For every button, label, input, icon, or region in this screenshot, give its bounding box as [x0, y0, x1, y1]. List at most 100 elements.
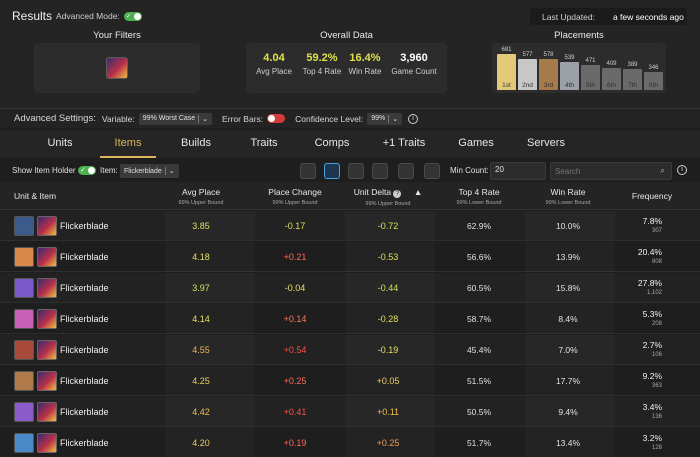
flickerblade-item-icon[interactable]: [37, 402, 57, 422]
tab-traits[interactable]: Traits: [250, 137, 278, 149]
flickerblade-item-icon[interactable]: [37, 216, 57, 236]
win-rate-value: 9.4%: [558, 407, 578, 417]
stat-game-count: 3,960 Game Count: [386, 52, 442, 76]
item-type-filter-6[interactable]: [424, 163, 440, 179]
item-type-filter-3[interactable]: [348, 163, 364, 179]
sort-ascending-icon[interactable]: ▲: [413, 187, 423, 197]
unit-portrait-icon[interactable]: [14, 216, 34, 236]
col-subtitle: 99% Lower Bound: [456, 200, 502, 206]
tab-items[interactable]: Items: [100, 130, 156, 158]
item-label: Item:: [100, 166, 118, 175]
table-row[interactable]: Flickerblade 3.85 -0.17 -0.72 62.9% 10.0% 7.8%…: [0, 211, 700, 241]
win-rate-value: 13.9%: [555, 252, 581, 262]
flickerblade-item-icon[interactable]: [106, 57, 128, 79]
frequency-count: 208: [651, 321, 662, 327]
show-item-holder-toggle[interactable]: ✓: [78, 166, 96, 175]
table-row[interactable]: Flickerblade 4.20 +0.19 +0.25 51.7% 13.4% 3.2%…: [0, 428, 700, 457]
item-type-filter-4[interactable]: [372, 163, 388, 179]
table-row[interactable]: Flickerblade 4.14 +0.14 -0.28 58.7% 8.4% 5.3% 2…: [0, 304, 700, 334]
tab-servers[interactable]: Servers: [527, 137, 565, 149]
table-row[interactable]: Flickerblade 3.97 -0.04 -0.44 60.5% 15.8% 27.8…: [0, 273, 700, 303]
item-select[interactable]: Flickerblade ⌄: [120, 164, 179, 178]
placement-bar-2nd: [518, 59, 537, 90]
advanced-mode-label: Advanced Mode:: [56, 11, 120, 21]
unit-portrait-icon[interactable]: [14, 402, 34, 422]
placement-bar-1st: [497, 54, 516, 90]
placement-count: 389: [627, 62, 638, 68]
col-avg-place[interactable]: Avg Place 99% Upper Bound: [165, 187, 237, 206]
col-win-rate[interactable]: Win Rate 99% Lower Bound: [528, 187, 608, 206]
stat-label: Avg Place: [256, 67, 292, 76]
min-count-input[interactable]: 20: [490, 162, 546, 180]
confidence-select[interactable]: 99% ⌄: [367, 112, 403, 125]
tab-games[interactable]: Games: [458, 137, 494, 149]
stat-avg-place: 4.04 Avg Place: [252, 52, 296, 76]
col-place-change[interactable]: Place Change 99% Upper Bound: [250, 187, 340, 206]
item-name: Flickerblade: [60, 314, 109, 324]
placement-count: 346: [648, 65, 659, 71]
col-frequency[interactable]: Frequency: [622, 191, 682, 201]
stat-label: Win Rate: [348, 67, 382, 76]
filters-title: Your Filters: [93, 30, 141, 41]
placement-bar-3rd: [539, 59, 558, 90]
table-row[interactable]: Flickerblade 4.42 +0.41 +0.11 50.5% 9.4% 3.4% 1…: [0, 397, 700, 427]
flickerblade-item-icon[interactable]: [37, 278, 57, 298]
frequency-count: 808: [651, 259, 662, 265]
flickerblade-item-icon[interactable]: [37, 433, 57, 453]
avg-place-value: 4.42: [192, 407, 210, 417]
info-icon[interactable]: i: [677, 165, 687, 175]
tab-bar: Units Items Builds Traits Comps +1 Trait…: [0, 130, 700, 158]
flickerblade-item-icon[interactable]: [37, 340, 57, 360]
avg-place-value: 4.25: [192, 376, 210, 386]
error-bars-toggle[interactable]: [267, 114, 286, 123]
stat-value: 3,960: [400, 52, 428, 64]
col-unit-item[interactable]: Unit & Item: [14, 191, 94, 201]
item-type-filter-2[interactable]: [324, 163, 340, 179]
unit-portrait-icon[interactable]: [14, 309, 34, 329]
tab-comps[interactable]: Comps: [314, 137, 350, 149]
stat-label: Game Count: [391, 67, 437, 76]
search-input[interactable]: [550, 162, 672, 180]
top4-rate-value: 58.7%: [466, 314, 492, 324]
tab-builds[interactable]: Builds: [181, 137, 211, 149]
unit-portrait-icon[interactable]: [14, 371, 34, 391]
table-row[interactable]: Flickerblade 4.25 +0.25 +0.05 51.5% 17.7% 9.2%…: [0, 366, 700, 396]
info-icon[interactable]: i: [408, 113, 419, 124]
placement-bar-7th: [623, 69, 642, 90]
tab-plus1-traits[interactable]: +1 Traits: [382, 137, 426, 149]
place-change-value: +0.21: [283, 252, 307, 262]
tab-units[interactable]: Units: [47, 137, 73, 149]
help-icon[interactable]: ?: [393, 190, 402, 198]
col-title: Unit Delta: [353, 187, 392, 197]
item-name: Flickerblade: [60, 376, 109, 386]
frequency-count: 136: [651, 414, 662, 420]
table-row[interactable]: Flickerblade 4.18 +0.21 -0.53 56.6% 13.9% 20.4…: [0, 242, 700, 272]
frequency-value: 27.8% 1,102: [620, 278, 662, 296]
table-row[interactable]: Flickerblade 4.55 +0.54 -0.19 45.4% 7.0% 2.7% 1…: [0, 335, 700, 365]
place-change-value: -0.17: [284, 221, 306, 231]
variable-select[interactable]: 99% Worst Case ⌄: [138, 112, 213, 125]
unit-portrait-icon[interactable]: [14, 278, 34, 298]
flickerblade-item-icon[interactable]: [37, 371, 57, 391]
item-type-filter-1[interactable]: [300, 163, 316, 179]
col-top4-rate[interactable]: Top 4 Rate 99% Lower Bound: [438, 187, 520, 206]
item-type-filter-5[interactable]: [398, 163, 414, 179]
flickerblade-item-icon[interactable]: [37, 247, 57, 267]
last-updated: Last Updated: a few seconds ago: [530, 8, 687, 25]
flickerblade-item-icon[interactable]: [37, 309, 57, 329]
unit-portrait-icon[interactable]: [14, 433, 34, 453]
unit-portrait-icon[interactable]: [14, 247, 34, 267]
confidence-value: 99%: [371, 115, 386, 122]
col-subtitle: 99% Upper Bound: [272, 200, 318, 206]
placement-label: 7th: [627, 82, 638, 89]
place-change-value: -0.04: [284, 283, 306, 293]
check-icon: ✓: [80, 167, 86, 174]
col-title: Top 4 Rate: [458, 187, 500, 197]
col-unit-delta[interactable]: Unit Delta ? ▲ 99% Upper Bound: [348, 187, 428, 207]
avg-place-value: 4.14: [192, 314, 210, 324]
unit-portrait-icon[interactable]: [14, 340, 34, 360]
col-title: Unit & Item: [14, 191, 57, 201]
advanced-mode-toggle[interactable]: ✓: [123, 11, 142, 21]
unit-delta-value: -0.53: [377, 252, 399, 262]
search-icon[interactable]: ⌕: [660, 165, 666, 175]
